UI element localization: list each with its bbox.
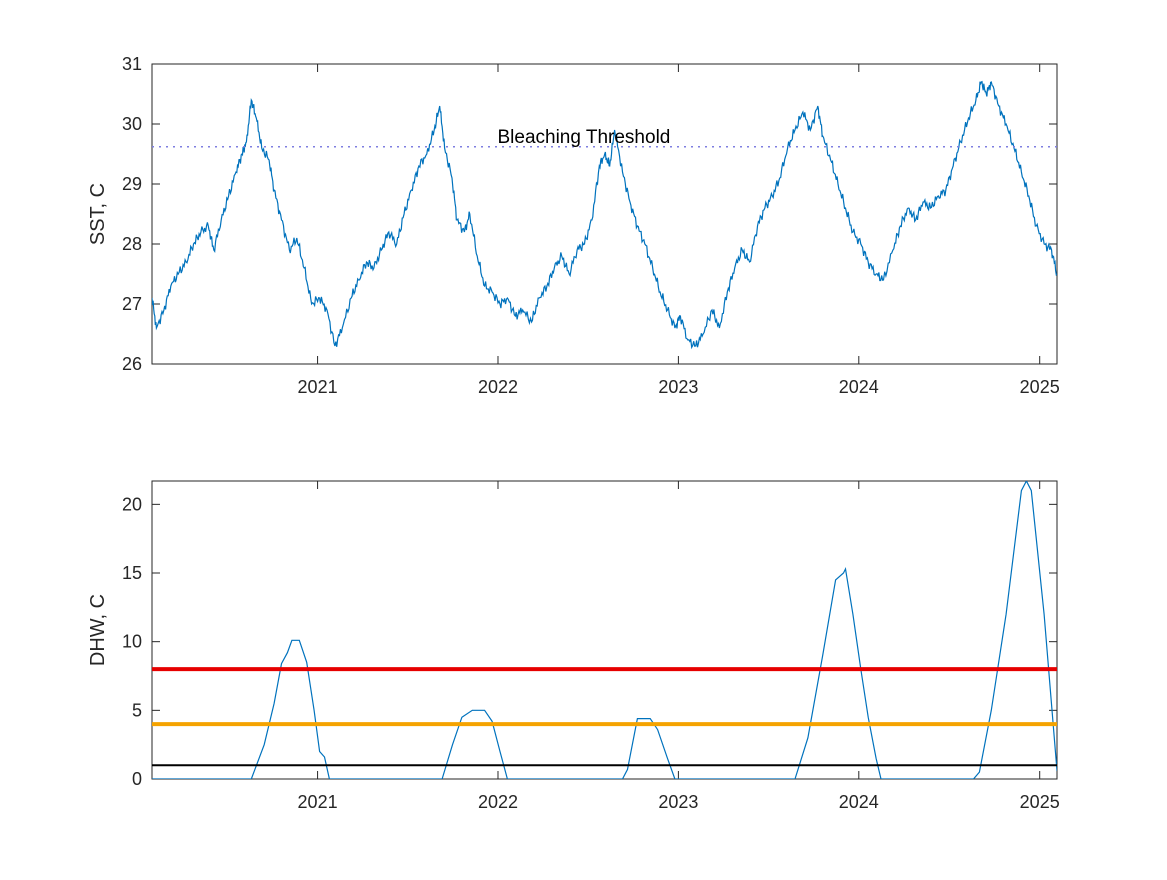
sst-x-tick-label: 2024 <box>839 377 879 397</box>
sst-y-tick-label: 28 <box>122 234 142 254</box>
sst-annotation: Bleaching Threshold <box>497 127 670 148</box>
sst-x-tick-label: 2025 <box>1020 377 1060 397</box>
dhw-y-tick-label: 20 <box>122 494 142 514</box>
dhw-y-axis-label: DHW, C <box>87 594 109 666</box>
dhw-x-tick-label: 2022 <box>478 792 518 812</box>
sst-panel: 2021 2022 2023 2024 2025 26 27 28 29 30 31 SST, C Bl… <box>87 54 1060 397</box>
dhw-x-tick-label: 2025 <box>1020 792 1060 812</box>
sst-x-tick-label: 2021 <box>298 377 338 397</box>
dhw-y-tick-label: 15 <box>122 563 142 583</box>
dhw-x-tick-label: 2024 <box>839 792 879 812</box>
dhw-x-tick-label: 2021 <box>298 792 338 812</box>
dhw-y-tick-label: 5 <box>132 700 142 720</box>
sst-y-axis-label: SST, C <box>87 183 109 245</box>
sst-y-tick-label: 29 <box>122 174 142 194</box>
dhw-y-tick-label: 10 <box>122 632 142 652</box>
sst-y-tick-label: 26 <box>122 354 142 374</box>
dhw-series-line <box>152 481 1057 779</box>
sst-y-tick-label: 27 <box>122 294 142 314</box>
dhw-y-tick-label: 0 <box>132 769 142 789</box>
sst-x-tick-label: 2022 <box>478 377 518 397</box>
dhw-x-tick-label: 2023 <box>658 792 698 812</box>
sst-axes-box <box>151 63 1058 365</box>
dhw-panel: 2021 2022 2023 2024 2025 0 5 10 15 20 DHW, C <box>87 480 1060 812</box>
sst-series-line <box>152 80 1057 350</box>
sst-y-tick-label: 31 <box>122 54 142 74</box>
sst-x-tick-label: 2023 <box>658 377 698 397</box>
sst-y-tick-label: 30 <box>122 114 142 134</box>
